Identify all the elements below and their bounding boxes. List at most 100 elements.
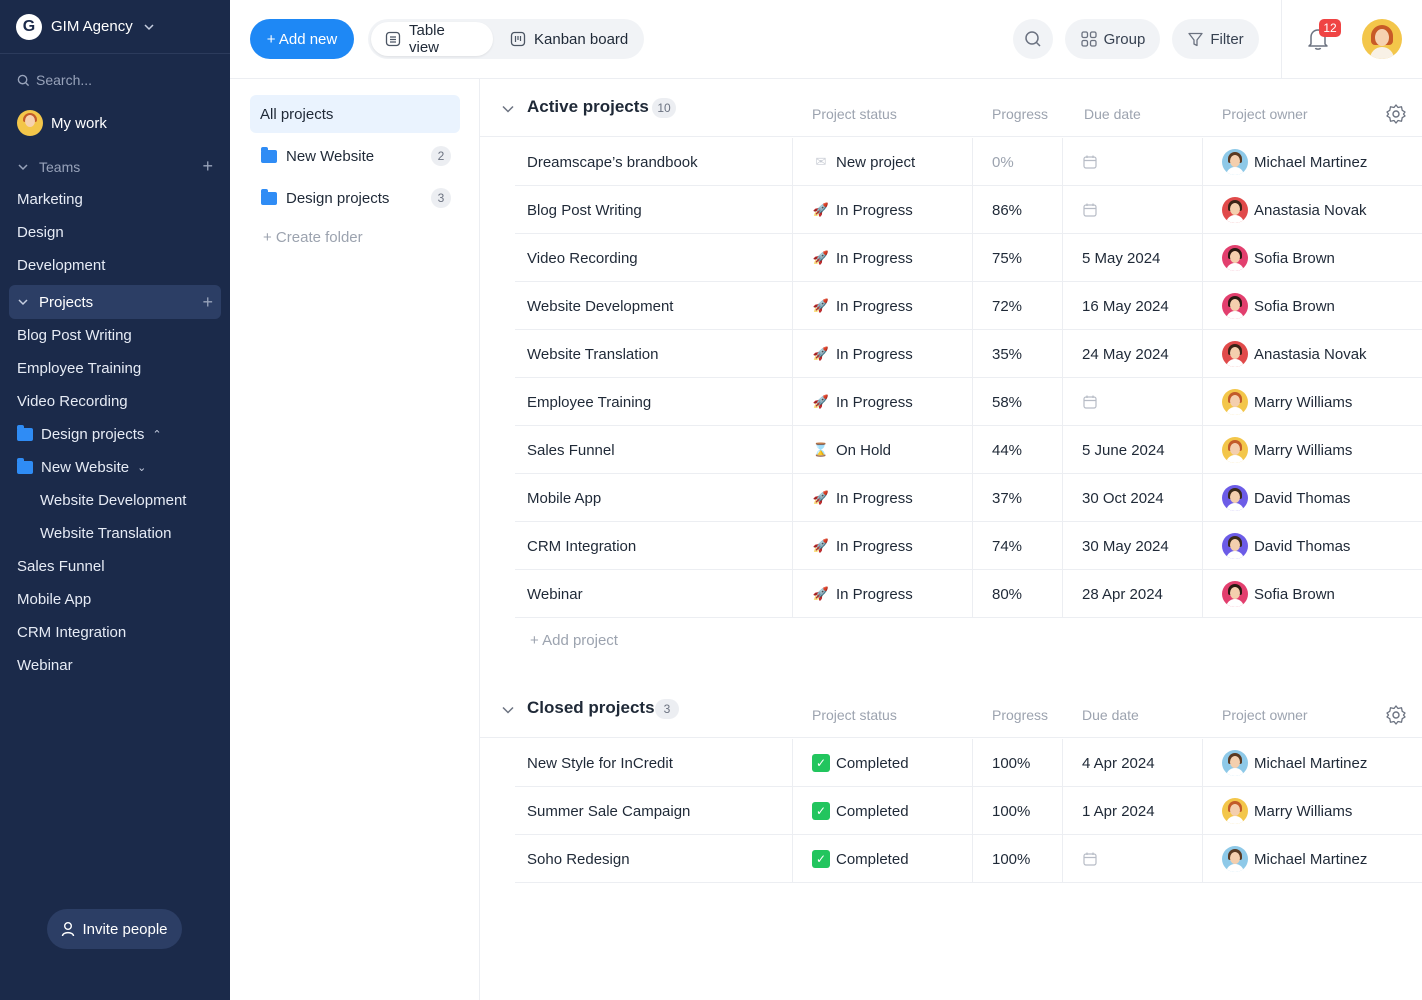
workspace-switcher[interactable]: G GIM Agency (0, 0, 230, 54)
table-row[interactable]: Sales Funnel ⌛ On Hold 44% 5 June 2024 Marry … (515, 426, 1422, 474)
project-status[interactable]: ✓ Completed (812, 787, 909, 835)
project-status[interactable]: 🚀 In Progress (812, 297, 913, 315)
add-project-button[interactable]: + Add project (530, 632, 618, 649)
calendar-icon[interactable] (1082, 154, 1098, 170)
project-due-date[interactable] (1082, 378, 1098, 426)
project-status[interactable]: 🚀 In Progress (812, 393, 913, 411)
project-due-date[interactable] (1082, 138, 1098, 186)
project-due-date[interactable]: 4 Apr 2024 (1082, 754, 1155, 772)
search-button[interactable] (1013, 19, 1053, 59)
create-folder-button[interactable]: + Create folder (263, 229, 363, 246)
table-row[interactable]: Dreamscape’s brandbook ✉ New project 0% Mich… (515, 138, 1422, 186)
project-status[interactable]: 🚀 In Progress (812, 489, 913, 507)
project-name[interactable]: Mobile App (527, 489, 602, 507)
project-due-date[interactable]: 5 May 2024 (1082, 249, 1161, 267)
project-due-date[interactable] (1082, 186, 1098, 234)
project-status[interactable]: ✓ Completed (812, 739, 909, 787)
project-due-date[interactable]: 1 Apr 2024 (1082, 802, 1155, 820)
sidebar-item-projects[interactable]: Projects + (9, 285, 221, 319)
project-owner[interactable]: Sofia Brown (1222, 570, 1335, 618)
project-name[interactable]: Sales Funnel (527, 441, 615, 459)
project-owner[interactable]: Sofia Brown (1222, 234, 1335, 282)
project-status[interactable]: ✉ New project (812, 138, 916, 186)
folder-item-design-projects[interactable]: Design projects 3 (261, 183, 451, 213)
project-name[interactable]: CRM Integration (527, 537, 637, 555)
invite-people-button[interactable]: Invite people (47, 909, 182, 949)
sidebar-item-development[interactable]: Development (17, 257, 106, 274)
table-view-tab[interactable]: Table view (371, 22, 493, 56)
project-owner[interactable]: Marry Williams (1222, 378, 1352, 426)
calendar-icon[interactable] (1082, 394, 1098, 410)
project-owner[interactable]: David Thomas (1222, 522, 1350, 570)
calendar-icon[interactable] (1082, 202, 1098, 218)
project-owner[interactable]: Anastasia Novak (1222, 330, 1367, 378)
project-name[interactable]: Summer Sale Campaign (527, 802, 691, 820)
chevron-down-icon[interactable] (501, 703, 515, 717)
project-name[interactable]: Webinar (527, 585, 583, 603)
table-row[interactable]: Webinar 🚀 In Progress 80% 28 Apr 2024 Sofia B… (515, 570, 1422, 618)
project-owner[interactable]: Marry Williams (1222, 787, 1352, 835)
gear-icon[interactable] (1385, 103, 1407, 125)
kanban-board-tab[interactable]: Kanban board (496, 22, 642, 56)
project-owner[interactable]: Marry Williams (1222, 426, 1352, 474)
sidebar-item-website-translation[interactable]: Website Translation (40, 525, 172, 542)
project-due-date[interactable]: 16 May 2024 (1082, 297, 1169, 315)
project-due-date[interactable] (1082, 835, 1098, 883)
table-row[interactable]: Blog Post Writing 🚀 In Progress 86% Anastasi… (515, 186, 1422, 234)
project-status[interactable]: ⌛ On Hold (812, 441, 892, 459)
user-avatar[interactable] (1362, 19, 1402, 59)
teams-group-header[interactable]: Teams + (0, 150, 230, 183)
folder-item-new-website[interactable]: New Website 2 (261, 141, 451, 171)
column-header-owner[interactable]: Project owner (1222, 106, 1308, 122)
project-due-date[interactable]: 30 Oct 2024 (1082, 489, 1164, 507)
project-name[interactable]: Employee Training (527, 393, 652, 411)
sidebar-item-marketing[interactable]: Marketing (17, 191, 83, 208)
project-owner[interactable]: Michael Martinez (1222, 739, 1367, 787)
project-name[interactable]: Dreamscape’s brandbook (527, 153, 698, 171)
project-status[interactable]: 🚀 In Progress (812, 201, 913, 219)
project-due-date[interactable]: 5 June 2024 (1082, 441, 1165, 459)
project-name[interactable]: Website Translation (527, 345, 659, 363)
sidebar-item-employee-training[interactable]: Employee Training (17, 360, 142, 377)
project-status[interactable]: 🚀 In Progress (812, 345, 913, 363)
project-due-date[interactable]: 30 May 2024 (1082, 537, 1169, 555)
sidebar-folder-design-projects[interactable]: Design projects ⌃ (0, 418, 230, 451)
add-project-icon[interactable]: + (202, 291, 213, 312)
all-projects-item[interactable]: All projects (250, 95, 460, 133)
add-new-button[interactable]: + Add new (250, 19, 354, 59)
sidebar-item-my-work[interactable]: My work (0, 106, 230, 140)
table-row[interactable]: Website Translation 🚀 In Progress 35% 24 May… (515, 330, 1422, 378)
project-due-date[interactable]: 24 May 2024 (1082, 345, 1169, 363)
sidebar-item-website-development[interactable]: Website Development (40, 492, 187, 509)
project-owner[interactable]: Michael Martinez (1222, 835, 1367, 883)
sidebar-item-webinar[interactable]: Webinar (17, 657, 73, 674)
table-row[interactable]: Soho Redesign ✓ Completed 100% Michael Marti… (515, 835, 1422, 883)
sidebar-item-crm-integration[interactable]: CRM Integration (17, 624, 127, 641)
sidebar-search[interactable]: Search... (0, 54, 230, 106)
column-header-status[interactable]: Project status (812, 106, 897, 122)
table-row[interactable]: New Style for InCredit ✓ Completed 100% 4 Ap… (515, 739, 1422, 787)
sidebar-item-video-recording[interactable]: Video Recording (17, 393, 128, 410)
column-header-progress[interactable]: Progress (992, 707, 1049, 723)
table-row[interactable]: Employee Training 🚀 In Progress 58% Marry Wi… (515, 378, 1422, 426)
table-row[interactable]: Video Recording 🚀 In Progress 75% 5 May 2024… (515, 234, 1422, 282)
project-owner[interactable]: Michael Martinez (1222, 138, 1367, 186)
project-owner[interactable]: Sofia Brown (1222, 282, 1335, 330)
table-row[interactable]: Mobile App 🚀 In Progress 37% 30 Oct 2024 Davi… (515, 474, 1422, 522)
project-owner[interactable]: Anastasia Novak (1222, 186, 1367, 234)
project-status[interactable]: 🚀 In Progress (812, 585, 913, 603)
column-header-status[interactable]: Project status (812, 707, 897, 723)
table-row[interactable]: Website Development 🚀 In Progress 72% 16 May… (515, 282, 1422, 330)
sidebar-item-blog-post-writing[interactable]: Blog Post Writing (17, 327, 132, 344)
column-header-progress[interactable]: Progress (992, 106, 1049, 122)
add-team-icon[interactable]: + (202, 156, 213, 176)
project-name[interactable]: Website Development (527, 297, 674, 315)
project-name[interactable]: New Style for InCredit (527, 754, 673, 772)
calendar-icon[interactable] (1082, 851, 1098, 867)
sidebar-folder-new-website[interactable]: New Website ⌄ (0, 451, 230, 484)
sidebar-item-design[interactable]: Design (17, 224, 64, 241)
project-status[interactable]: ✓ Completed (812, 835, 909, 883)
project-name[interactable]: Blog Post Writing (527, 201, 642, 219)
project-owner[interactable]: David Thomas (1222, 474, 1350, 522)
column-header-due-date[interactable]: Due date (1082, 707, 1139, 723)
